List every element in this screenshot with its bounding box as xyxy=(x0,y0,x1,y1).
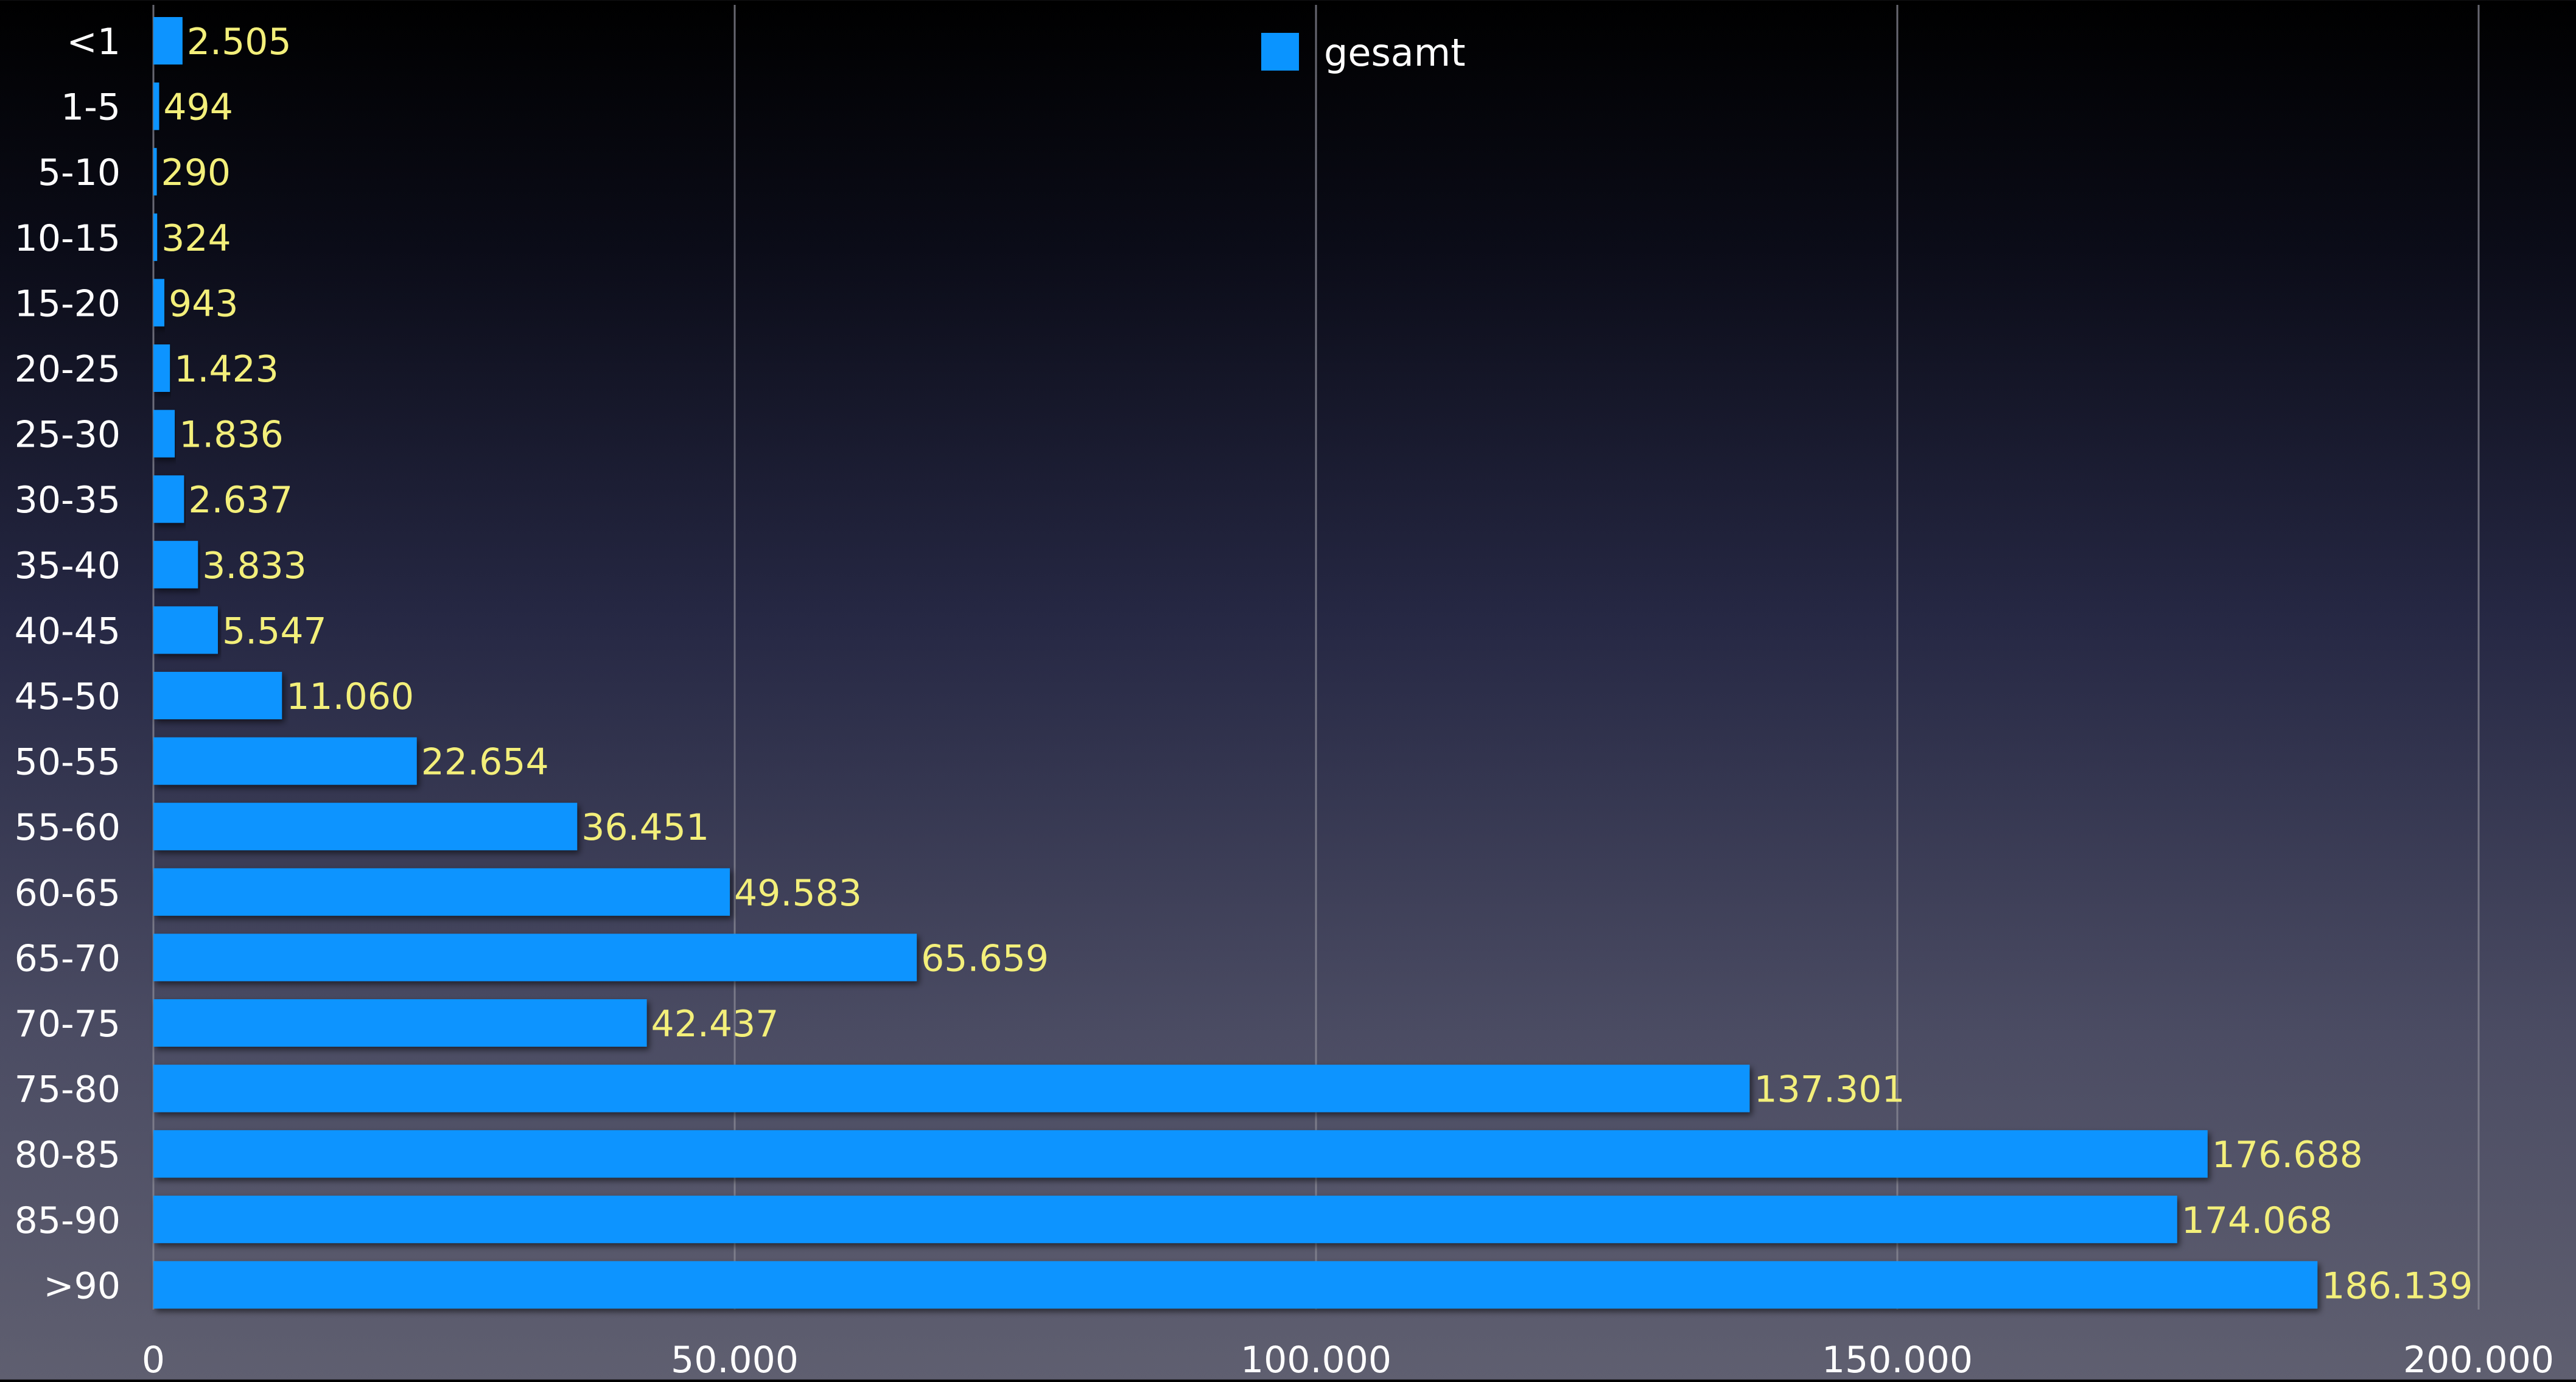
grid-lines xyxy=(152,5,2480,1310)
y-category-label: 45-50 xyxy=(15,675,121,718)
x-tick-label: 150.000 xyxy=(1822,1339,1973,1380)
bar xyxy=(153,540,198,588)
bar xyxy=(153,1261,2318,1309)
bar-value-label: 5.547 xyxy=(222,610,327,652)
labels: 0 50.000 100.000 150.000 200.000 <1 2.505 1-5 49… xyxy=(15,21,2554,1381)
bar xyxy=(153,279,165,327)
bar xyxy=(153,82,159,130)
y-category-label: 65-70 xyxy=(15,937,121,980)
y-category-label: 35-40 xyxy=(15,545,121,587)
y-category-label: 85-90 xyxy=(15,1199,121,1242)
bar xyxy=(153,1130,2208,1178)
bar-value-label: 176.688 xyxy=(2212,1134,2363,1176)
bar xyxy=(153,1195,2177,1243)
x-tick-label: 200.000 xyxy=(2403,1339,2554,1380)
y-category-label: 25-30 xyxy=(15,414,121,456)
bar xyxy=(153,17,183,65)
bar xyxy=(153,148,157,196)
bar xyxy=(153,868,730,916)
legend-label: gesamt xyxy=(1324,30,1466,75)
bar xyxy=(153,1064,1750,1112)
bars xyxy=(153,17,2318,1309)
y-category-label: <1 xyxy=(67,21,121,63)
bar-value-label: 36.451 xyxy=(581,806,709,849)
y-category-label: 80-85 xyxy=(15,1134,121,1176)
bar-value-label: 1.423 xyxy=(174,348,279,391)
bar-value-label: 3.833 xyxy=(202,545,307,587)
bar xyxy=(153,934,917,982)
y-category-label: 1-5 xyxy=(61,86,121,129)
bar xyxy=(153,672,282,719)
x-tick-label: 100.000 xyxy=(1241,1339,1391,1380)
y-category-label: 30-35 xyxy=(15,479,121,522)
x-tick-label: 0 xyxy=(142,1339,165,1380)
bar xyxy=(153,606,218,654)
bar xyxy=(153,213,158,261)
bar-value-label: 22.654 xyxy=(421,741,549,784)
y-category-label: >90 xyxy=(43,1265,121,1307)
bar xyxy=(153,999,647,1047)
x-tick-label: 50.000 xyxy=(671,1339,799,1380)
bar-value-label: 1.836 xyxy=(179,414,284,456)
bar-value-label: 324 xyxy=(161,217,231,260)
y-category-label: 55-60 xyxy=(15,806,121,849)
legend: gesamt xyxy=(1261,30,1466,75)
bar xyxy=(153,475,184,523)
y-category-label: 50-55 xyxy=(15,741,121,784)
y-category-label: 70-75 xyxy=(15,1003,121,1045)
y-category-label: 15-20 xyxy=(15,282,121,325)
bar-value-label: 42.437 xyxy=(651,1003,779,1045)
bar-value-label: 494 xyxy=(163,86,233,129)
bar-value-label: 290 xyxy=(161,152,231,194)
y-category-label: 40-45 xyxy=(15,610,121,652)
bar-value-label: 186.139 xyxy=(2322,1265,2473,1307)
bar xyxy=(153,344,170,392)
legend-swatch xyxy=(1261,33,1299,71)
y-category-label: 20-25 xyxy=(15,348,121,391)
bar-value-label: 49.583 xyxy=(734,872,862,915)
y-category-label: 60-65 xyxy=(15,872,121,915)
bar-value-label: 137.301 xyxy=(1754,1069,1905,1111)
bar-value-label: 11.060 xyxy=(286,675,414,718)
y-category-label: 75-80 xyxy=(15,1069,121,1111)
bar xyxy=(153,410,175,458)
y-category-label: 10-15 xyxy=(15,217,121,260)
y-category-label: 5-10 xyxy=(38,152,121,194)
bar-value-label: 2.637 xyxy=(188,479,293,522)
bar-value-label: 174.068 xyxy=(2182,1199,2333,1242)
bar xyxy=(153,803,578,851)
bar-value-label: 2.505 xyxy=(187,21,292,63)
bar-value-label: 943 xyxy=(169,282,239,325)
bar xyxy=(153,737,417,785)
bar-value-label: 65.659 xyxy=(921,937,1049,980)
